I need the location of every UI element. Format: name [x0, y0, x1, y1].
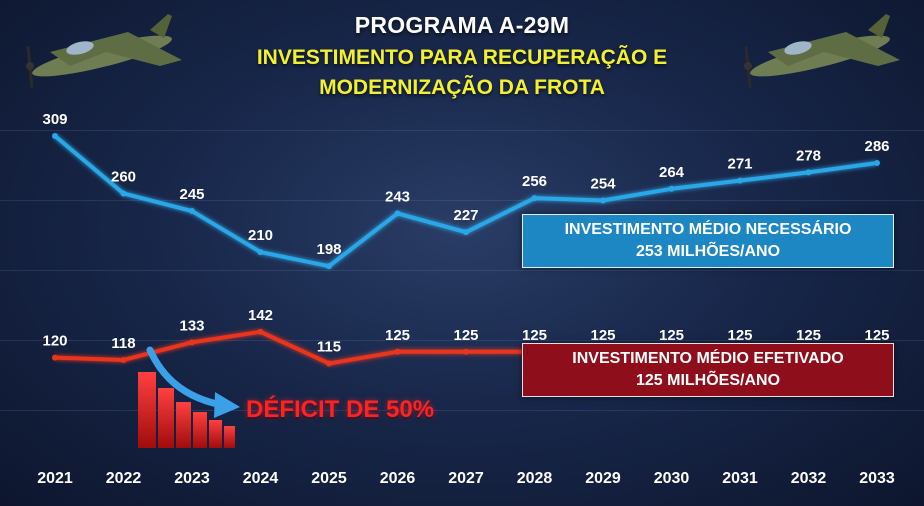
data-label-necessario: 278 — [796, 147, 821, 164]
data-label-necessario: 264 — [659, 164, 685, 181]
subtitle-line-1: INVESTIMENTO PARA RECUPERAÇÃO E — [256, 46, 668, 69]
data-label-efetivado: 133 — [179, 317, 204, 334]
x-tick-label: 2023 — [174, 470, 210, 487]
data-label-efetivado: 125 — [590, 327, 615, 344]
data-point-efetivado — [463, 348, 469, 355]
data-label-efetivado: 118 — [111, 335, 135, 352]
deficit-label: DÉFICIT DE 50% — [246, 396, 435, 423]
data-label-necessario: 227 — [453, 207, 478, 224]
x-tick-label: 2033 — [859, 470, 895, 487]
declining-bars-icon — [138, 372, 235, 448]
legend-necessario-value: 253 MILHÕES/ANO — [635, 243, 781, 260]
data-label-efetivado: 125 — [453, 327, 478, 344]
data-point-necessario — [463, 229, 469, 236]
x-tick-label: 2032 — [791, 470, 827, 487]
legend-necessario: INVESTIMENTO MÉDIO NECESSÁRIO 253 MILHÕE… — [522, 214, 894, 268]
data-point-necessario — [52, 133, 58, 140]
aircraft-left-icon — [26, 14, 182, 89]
gridline — [0, 410, 924, 411]
x-tick-label: 2025 — [311, 470, 347, 487]
curved-arrow-icon — [146, 346, 240, 418]
x-tick-label: 2027 — [448, 470, 484, 487]
data-label-necessario: 198 — [316, 241, 341, 258]
aircraft-right-icon — [744, 14, 900, 89]
data-point-efetivado — [120, 356, 127, 363]
data-label-efetivado: 125 — [522, 327, 547, 344]
data-label-necessario: 254 — [590, 176, 616, 193]
x-tick-label: 2031 — [722, 470, 758, 487]
data-label-necessario: 309 — [42, 111, 67, 128]
legend-efetivado: INVESTIMENTO MÉDIO EFETIVADO 125 MILHÕES… — [522, 343, 894, 397]
x-tick-label: 2026 — [380, 470, 416, 487]
data-label-efetivado: 125 — [796, 327, 821, 344]
data-label-necessario: 245 — [179, 186, 204, 203]
gridline — [0, 200, 924, 201]
data-label-necessario: 286 — [864, 138, 889, 155]
gridline — [0, 270, 924, 271]
data-label-necessario: 243 — [385, 188, 410, 205]
data-point-efetivado — [394, 348, 401, 355]
page-title: PROGRAMA A-29M — [354, 12, 570, 38]
data-label-necessario: 260 — [111, 168, 136, 185]
data-point-necessario — [737, 177, 743, 184]
data-label-efetivado: 125 — [727, 327, 752, 344]
data-label-efetivado: 125 — [385, 327, 410, 344]
legend-necessario-title: INVESTIMENTO MÉDIO NECESSÁRIO — [564, 221, 852, 238]
data-label-efetivado: 142 — [248, 307, 273, 324]
data-label-necessario: 210 — [248, 227, 273, 244]
data-label-efetivado: 125 — [659, 327, 684, 344]
data-point-necessario — [600, 197, 606, 204]
data-label-efetivado: 115 — [317, 338, 341, 355]
data-point-necessario — [120, 190, 127, 197]
legend-efetivado-value: 125 MILHÕES/ANO — [635, 372, 781, 389]
subtitle-line-2: MODERNIZAÇÃO DA FROTA — [319, 76, 605, 99]
x-tick-label: 2024 — [243, 470, 279, 487]
data-point-efetivado — [189, 339, 195, 346]
legend-efetivado-title: INVESTIMENTO MÉDIO EFETIVADO — [572, 350, 844, 367]
data-point-efetivado — [52, 354, 58, 361]
data-label-necessario: 271 — [727, 156, 752, 173]
data-label-efetivado: 125 — [864, 327, 889, 344]
x-tick-label: 2021 — [37, 470, 73, 487]
data-point-necessario — [326, 263, 332, 270]
x-tick-label: 2030 — [654, 470, 690, 487]
data-point-necessario — [668, 185, 675, 192]
gridline — [0, 340, 924, 341]
data-label-efetivado: 120 — [42, 333, 67, 350]
data-point-necessario — [394, 210, 401, 217]
data-point-necessario — [874, 159, 880, 166]
data-point-necessario — [257, 249, 264, 256]
data-point-efetivado — [257, 328, 264, 335]
x-tick-label: 2029 — [585, 470, 621, 487]
x-tick-label: 2022 — [106, 470, 142, 487]
gridline — [0, 130, 924, 131]
data-point-necessario — [189, 208, 195, 215]
data-point-efetivado — [326, 360, 332, 367]
data-point-necessario — [805, 169, 812, 176]
data-label-necessario: 256 — [522, 173, 547, 190]
data-point-necessario — [531, 195, 538, 202]
x-tick-label: 2028 — [517, 470, 553, 487]
